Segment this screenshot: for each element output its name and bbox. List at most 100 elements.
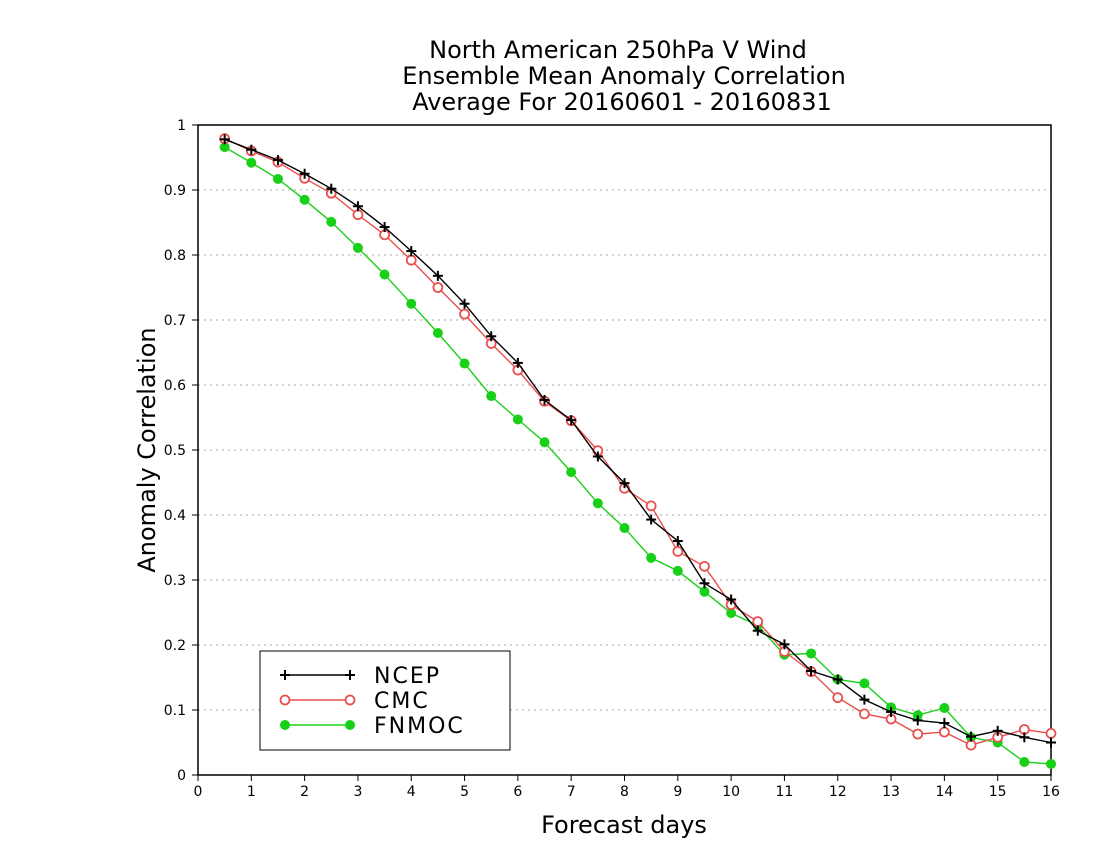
chart-title-line-2: Ensemble Mean Anomaly Correlation (402, 62, 846, 90)
data-point-ncep (406, 246, 417, 257)
data-point-ncep (246, 144, 257, 155)
data-point-cmc (672, 546, 684, 557)
data-point-fnmoc (379, 269, 390, 280)
x-tick-label: 0 (194, 784, 203, 800)
data-point-ncep (379, 222, 390, 233)
x-tick-label: 16 (1042, 784, 1060, 800)
data-point-cmc (432, 282, 444, 293)
x-tick-label: 3 (353, 784, 362, 800)
data-point-cmc (832, 692, 844, 704)
data-point-fnmoc (566, 467, 577, 478)
x-tick-label: 12 (829, 784, 847, 800)
chart-title: North American 250hPa V Wind Ensemble Me… (402, 36, 846, 116)
legend-item-fnmoc: FNMOC (280, 714, 465, 739)
data-point-fnmoc (939, 703, 950, 714)
data-point-ncep (352, 201, 363, 212)
data-point-ncep (432, 270, 443, 281)
data-point-ncep (1046, 737, 1056, 748)
data-point-fnmoc (646, 552, 657, 563)
data-point-cmc (645, 500, 657, 512)
data-point-ncep (619, 478, 630, 489)
legend-marker-ncep (345, 670, 355, 680)
data-point-ncep (592, 451, 603, 462)
data-point-fnmoc (539, 437, 550, 448)
series-ncep (219, 134, 1056, 748)
data-point-fnmoc (272, 173, 283, 184)
data-point-ncep (886, 706, 897, 717)
x-tick-label: 2 (300, 784, 309, 800)
x-tick-label: 14 (935, 784, 953, 800)
data-point-cmc (859, 708, 870, 720)
y-tick-label: 1 (177, 118, 186, 134)
grid-lines (198, 189, 1051, 711)
data-point-ncep (539, 394, 550, 405)
data-point-fnmoc (672, 565, 683, 576)
legend-marker-cmc (279, 694, 291, 706)
legend-label-cmc: CMC (374, 689, 430, 714)
data-point-cmc (459, 308, 470, 320)
data-point-ncep (1019, 732, 1030, 743)
data-point-ncep (219, 134, 230, 145)
legend-item-cmc: CMC (279, 689, 430, 714)
data-point-ncep (299, 168, 310, 179)
x-axis: 0 1 2 3 4 5 6 7 8 9 10 11 12 13 14 15 16 (194, 775, 1060, 800)
data-point-ncep (806, 666, 817, 676)
data-point-ncep (966, 731, 977, 742)
y-tick-label: 0.4 (164, 508, 186, 524)
data-point-fnmoc (246, 157, 257, 168)
data-point-cmc (938, 726, 950, 738)
data-point-fnmoc (592, 498, 603, 509)
legend-marker-cmc (344, 694, 356, 706)
x-tick-label: 10 (722, 784, 740, 800)
data-point-ncep (326, 183, 337, 194)
data-point-cmc (699, 560, 710, 572)
y-tick-label: 0.2 (164, 638, 186, 654)
legend-marker-fnmoc (280, 720, 290, 730)
data-point-fnmoc (512, 414, 523, 425)
y-axis: 0 0.1 0.2 0.3 0.4 0.5 0.6 0.7 0.8 0.9 1 (164, 118, 198, 784)
x-tick-label: 8 (620, 784, 629, 800)
chart-title-line-3: Average For 20160601 - 20160831 (412, 88, 832, 116)
data-point-cmc (1045, 728, 1057, 739)
x-axis-title: Forecast days (541, 811, 707, 839)
x-tick-label: 5 (460, 784, 469, 800)
data-point-fnmoc (459, 358, 470, 369)
data-point-ncep (566, 415, 577, 426)
data-point-ncep (272, 155, 283, 166)
legend-label-fnmoc: FNMOC (374, 714, 465, 739)
data-point-ncep (912, 715, 923, 726)
data-point-ncep (859, 694, 870, 705)
x-tick-label: 11 (776, 784, 794, 800)
data-point-fnmoc (486, 391, 497, 402)
data-point-fnmoc (432, 328, 443, 338)
y-tick-label: 0 (177, 768, 186, 784)
data-point-ncep (939, 718, 950, 728)
series-line-ncep (224, 138, 1052, 744)
data-point-ncep (779, 639, 790, 650)
x-tick-label: 9 (673, 784, 682, 800)
data-point-fnmoc (406, 298, 417, 309)
legend-label-ncep: NCEP (374, 664, 441, 689)
legend-marker-fnmoc (345, 720, 355, 730)
x-tick-label: 4 (407, 784, 416, 800)
data-point-ncep (459, 298, 470, 309)
data-point-fnmoc (1046, 758, 1056, 769)
series-layer (219, 133, 1057, 769)
data-point-ncep (992, 725, 1003, 736)
data-point-cmc (405, 254, 417, 266)
data-point-fnmoc (859, 678, 870, 689)
y-tick-label: 0.1 (164, 703, 186, 719)
data-point-ncep (726, 594, 737, 605)
legend-item-ncep: NCEP (280, 664, 441, 689)
legend-marker-ncep (280, 670, 290, 680)
data-point-cmc (752, 616, 764, 627)
x-tick-label: 13 (882, 784, 900, 800)
data-point-ncep (486, 331, 497, 342)
y-tick-label: 0.8 (164, 248, 186, 264)
data-point-cmc (965, 739, 977, 751)
y-axis-title: Anomaly Correlation (133, 327, 161, 572)
data-point-fnmoc (699, 586, 710, 597)
data-point-cmc (912, 728, 924, 740)
